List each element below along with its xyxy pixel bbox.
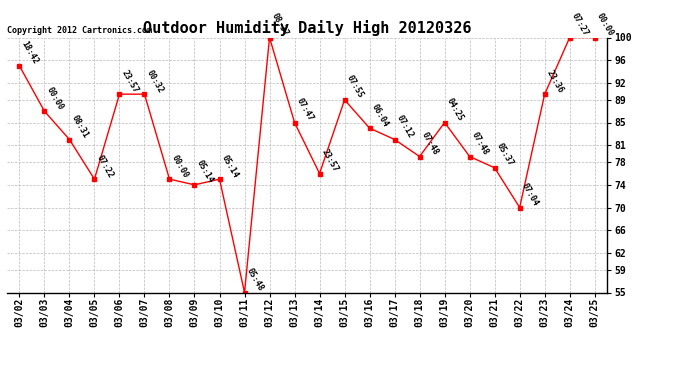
Text: 07:55: 07:55 bbox=[344, 74, 365, 100]
Text: 07:04: 07:04 bbox=[520, 182, 540, 207]
Text: 00:32: 00:32 bbox=[144, 68, 165, 94]
Text: 07:48: 07:48 bbox=[420, 130, 440, 156]
Title: Outdoor Humidity Daily High 20120326: Outdoor Humidity Daily High 20120326 bbox=[143, 20, 471, 36]
Text: 00:00: 00:00 bbox=[170, 153, 190, 179]
Text: 06:04: 06:04 bbox=[370, 102, 390, 128]
Text: 23:57: 23:57 bbox=[319, 147, 340, 174]
Text: 07:12: 07:12 bbox=[395, 113, 415, 140]
Text: Copyright 2012 Cartronics.com: Copyright 2012 Cartronics.com bbox=[7, 26, 152, 35]
Text: 08:31: 08:31 bbox=[70, 113, 90, 140]
Text: 07:22: 07:22 bbox=[95, 153, 115, 179]
Text: 08:37: 08:37 bbox=[270, 11, 290, 38]
Text: 04:25: 04:25 bbox=[444, 96, 465, 123]
Text: 00:00: 00:00 bbox=[595, 11, 615, 38]
Text: 00:00: 00:00 bbox=[44, 85, 65, 111]
Text: 07:27: 07:27 bbox=[570, 11, 590, 38]
Text: 05:48: 05:48 bbox=[244, 266, 265, 292]
Text: 23:57: 23:57 bbox=[119, 68, 140, 94]
Text: 05:14: 05:14 bbox=[219, 153, 240, 179]
Text: 18:42: 18:42 bbox=[19, 40, 40, 66]
Text: 07:48: 07:48 bbox=[470, 130, 490, 156]
Text: 07:47: 07:47 bbox=[295, 96, 315, 123]
Text: 05:14: 05:14 bbox=[195, 159, 215, 185]
Text: 05:37: 05:37 bbox=[495, 142, 515, 168]
Text: 23:36: 23:36 bbox=[544, 68, 565, 94]
